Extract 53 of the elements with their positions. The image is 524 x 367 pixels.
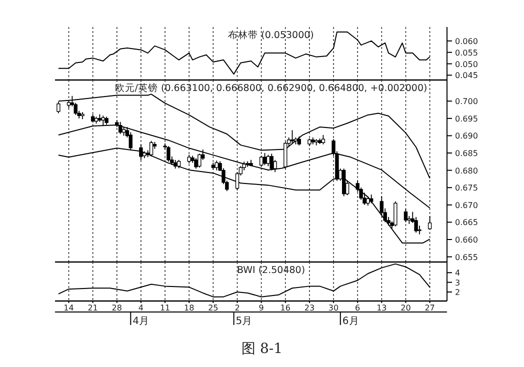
candlestick xyxy=(404,208,408,223)
y-tick-label: 0.690 xyxy=(455,132,478,141)
candlestick xyxy=(394,201,398,227)
x-tick-label: 13 xyxy=(376,304,387,312)
y-tick-label: 0.700 xyxy=(455,97,478,106)
chart-title: 欧元/英镑 (0.663100, 0.666800, 0.662900, 0.664800, +0.002000) xyxy=(114,82,428,94)
candlestick xyxy=(284,141,288,170)
x-tick-label: 25 xyxy=(208,304,218,312)
line-series xyxy=(58,32,430,75)
y-tick-label: 0.670 xyxy=(455,200,478,210)
y-tick-label: 0.050 xyxy=(455,60,478,69)
candlestick xyxy=(273,159,277,172)
x-tick-label: 4 xyxy=(138,304,144,312)
x-tick-label: 2 xyxy=(234,304,240,312)
chart-title: BWI (2.50480) xyxy=(236,265,306,276)
y-tick-label: 0.655 xyxy=(455,252,478,262)
x-tick-label: 21 xyxy=(88,304,98,312)
candlestick xyxy=(259,155,264,168)
x-tick-label: 23 xyxy=(304,304,315,312)
x-tick-label: 30 xyxy=(328,304,339,312)
y-tick-label: 0.660 xyxy=(455,236,478,245)
text: 5月 xyxy=(236,316,252,327)
text: 6月 xyxy=(342,316,359,327)
y-tick-label: 0.680 xyxy=(455,166,478,176)
candlestick xyxy=(194,158,198,170)
x-tick-label: 9 xyxy=(258,304,264,312)
candlestick xyxy=(342,168,346,197)
text: 4月 xyxy=(132,316,150,327)
y-tick-label: 0.665 xyxy=(455,218,478,228)
y-tick-label: 3 xyxy=(455,278,460,288)
x-tick-label: 18 xyxy=(184,304,194,312)
y-tick-label: 0.045 xyxy=(455,71,478,80)
x-tick-label: 14 xyxy=(64,304,74,312)
candlestick xyxy=(321,134,326,145)
candlestick xyxy=(266,154,270,167)
y-tick-label: 2 xyxy=(455,288,460,297)
candlestick xyxy=(428,216,432,230)
x-tick-label: 27 xyxy=(424,304,435,312)
candlestick xyxy=(198,153,202,168)
y-tick-label: 0.685 xyxy=(455,149,478,158)
x-tick-label: 20 xyxy=(400,304,411,312)
y-tick-label: 0.675 xyxy=(455,184,478,193)
x-tick-label: 16 xyxy=(280,304,290,312)
x-tick-label: 11 xyxy=(160,304,170,312)
chart-title: 布林带 (0.053000) xyxy=(228,29,314,41)
y-tick-label: 0.695 xyxy=(455,114,478,124)
y-tick-label: 4 xyxy=(455,268,460,278)
caption: 图 8-1 xyxy=(242,341,282,357)
candlestick xyxy=(262,152,267,166)
y-tick-label: 0.055 xyxy=(455,48,478,58)
y-tick-label: 0.060 xyxy=(455,36,478,46)
x-tick-label: 28 xyxy=(112,304,122,312)
x-tick-label: 6 xyxy=(355,304,360,312)
